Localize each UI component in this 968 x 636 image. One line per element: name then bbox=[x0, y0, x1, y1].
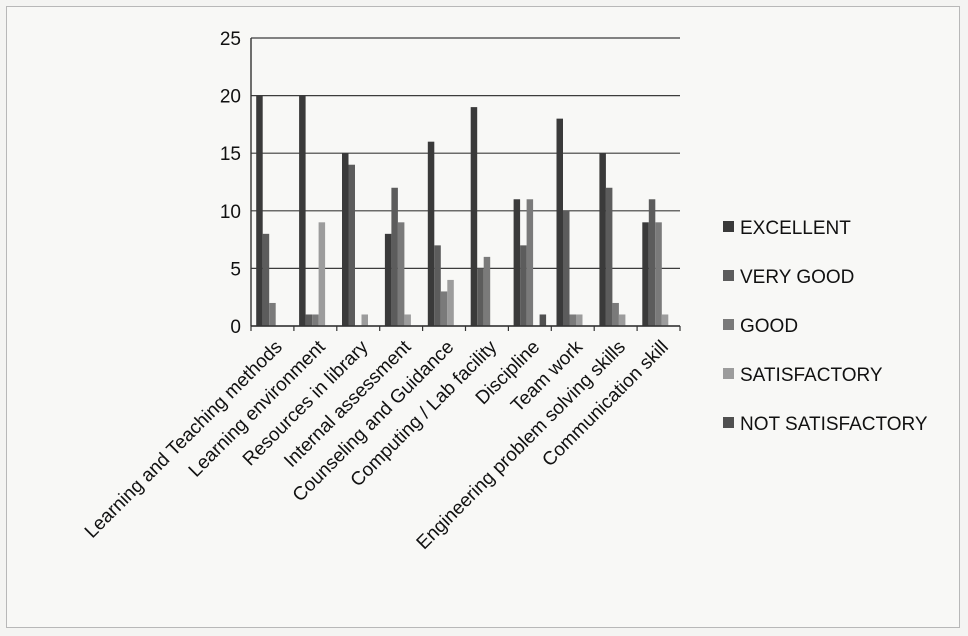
legend-label: GOOD bbox=[740, 316, 798, 337]
bar bbox=[470, 107, 478, 327]
bar bbox=[348, 164, 355, 326]
legend-swatch bbox=[723, 319, 734, 330]
y-tick-label: 5 bbox=[230, 259, 241, 280]
bar bbox=[642, 222, 649, 326]
bar bbox=[391, 187, 398, 326]
bar bbox=[384, 233, 392, 326]
bar bbox=[427, 141, 435, 326]
bar bbox=[569, 314, 576, 326]
legend-swatch bbox=[723, 368, 734, 379]
bar bbox=[520, 245, 527, 326]
bar bbox=[576, 314, 583, 326]
bar bbox=[648, 199, 656, 326]
bar bbox=[342, 153, 349, 326]
bar bbox=[397, 222, 405, 326]
y-tick-label: 0 bbox=[230, 317, 241, 338]
y-tick-label: 10 bbox=[220, 202, 241, 223]
legend: EXCELLENT VERY GOOD GOOD SATISFACTORY NOT SA… bbox=[723, 218, 928, 435]
bar bbox=[434, 245, 441, 326]
bar bbox=[661, 314, 669, 326]
bar bbox=[612, 302, 619, 326]
y-tick-label: 15 bbox=[220, 144, 241, 165]
bar bbox=[404, 314, 411, 326]
bar bbox=[299, 95, 306, 326]
bar bbox=[618, 314, 626, 326]
bar bbox=[599, 153, 606, 326]
bar bbox=[318, 222, 326, 326]
y-tick-label: 25 bbox=[220, 29, 241, 50]
legend-label: VERY GOOD bbox=[740, 267, 854, 288]
bar bbox=[556, 118, 563, 326]
bar bbox=[563, 210, 570, 326]
legend-swatch bbox=[723, 221, 734, 232]
bar bbox=[483, 256, 491, 326]
bar bbox=[655, 222, 662, 326]
bar bbox=[447, 279, 454, 326]
bar bbox=[312, 314, 319, 326]
bar bbox=[262, 233, 270, 326]
bar bbox=[477, 268, 484, 326]
bar bbox=[526, 199, 534, 326]
bar bbox=[539, 314, 547, 326]
bars bbox=[256, 95, 669, 327]
bar bbox=[361, 314, 368, 326]
legend-label: EXCELLENT bbox=[740, 218, 851, 239]
y-tick-label: 20 bbox=[220, 87, 241, 108]
legend-label: SATISFACTORY bbox=[740, 365, 883, 386]
gridlines bbox=[251, 37, 680, 327]
bar bbox=[605, 187, 613, 326]
legend-label: NOT SATISFACTORY bbox=[740, 414, 928, 435]
bar bbox=[305, 314, 313, 326]
bar bbox=[513, 199, 521, 326]
legend-swatch bbox=[723, 270, 734, 281]
y-axis: 0 5 10 15 20 25 bbox=[220, 29, 252, 338]
bar bbox=[269, 302, 276, 326]
bar bbox=[440, 291, 448, 326]
bar bbox=[256, 95, 263, 326]
legend-swatch bbox=[723, 417, 734, 428]
